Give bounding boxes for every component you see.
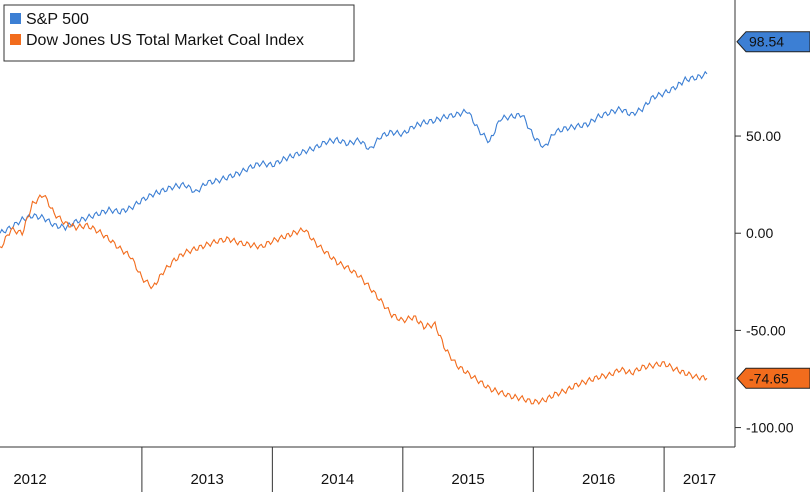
legend: S&P 500 Dow Jones US Total Market Coal In… [3, 4, 355, 62]
last-value-label: -74.65 [749, 370, 789, 386]
legend-label: S&P 500 [26, 11, 89, 28]
legend-swatch [10, 34, 21, 45]
x-tick-label: 2015 [451, 471, 484, 488]
series-line-0 [0, 70, 708, 234]
y-tick-label: 50.00 [746, 128, 781, 144]
x-tick-label: 2014 [321, 471, 354, 488]
y-tick-label: -100.00 [746, 420, 794, 436]
last-value-tag-0: 98.54 [736, 31, 810, 53]
x-tick-label: 2016 [582, 471, 615, 488]
x-tick-label: 2017 [683, 471, 716, 488]
legend-box [3, 4, 355, 62]
x-tick-label: 2012 [13, 471, 46, 488]
legend-label: Dow Jones US Total Market Coal Index [26, 32, 304, 49]
series-line-1 [0, 194, 708, 406]
y-tick-label: -50.00 [746, 322, 786, 338]
x-tick-label: 2013 [190, 471, 223, 488]
last-value-label: 98.54 [749, 34, 784, 50]
legend-swatch [10, 13, 21, 24]
y-tick-label: 0.00 [746, 225, 773, 241]
last-value-tag-1: -74.65 [736, 367, 810, 389]
plot-area [0, 70, 708, 406]
